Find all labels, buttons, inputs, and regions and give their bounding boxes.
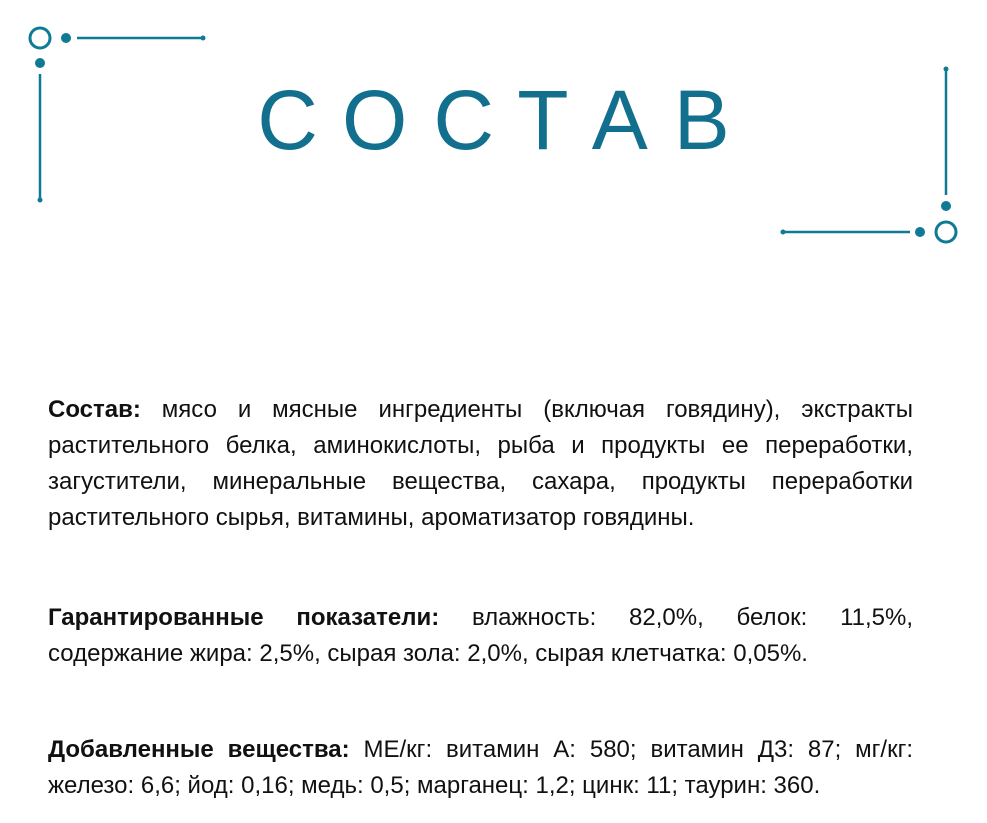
section-text: влажность: 82,0%, белок: 11,5%, содержан… <box>48 604 914 667</box>
section-label: Добавленные вещества: <box>48 736 350 763</box>
additives-paragraph: Добавленные вещества: МЕ/кг: витамин А: … <box>48 732 913 804</box>
ring-icon <box>28 26 52 50</box>
composition-paragraph: Состав: мясо и мясные ингредиенты (включ… <box>48 392 913 536</box>
page-title: СОСТАВ <box>257 73 756 167</box>
section-text: мясо и мясные ингредиенты (включая говяд… <box>48 396 913 531</box>
ring-icon <box>934 220 958 244</box>
section-text: МЕ/кг: витамин А: 580; витамин Д3: 87; м… <box>48 736 914 799</box>
section-label: Гарантированные показатели: <box>48 604 440 631</box>
guaranteed-values-paragraph: Гарантированные показатели: влажность: 8… <box>48 600 913 672</box>
section-label: Состав: <box>48 396 141 423</box>
